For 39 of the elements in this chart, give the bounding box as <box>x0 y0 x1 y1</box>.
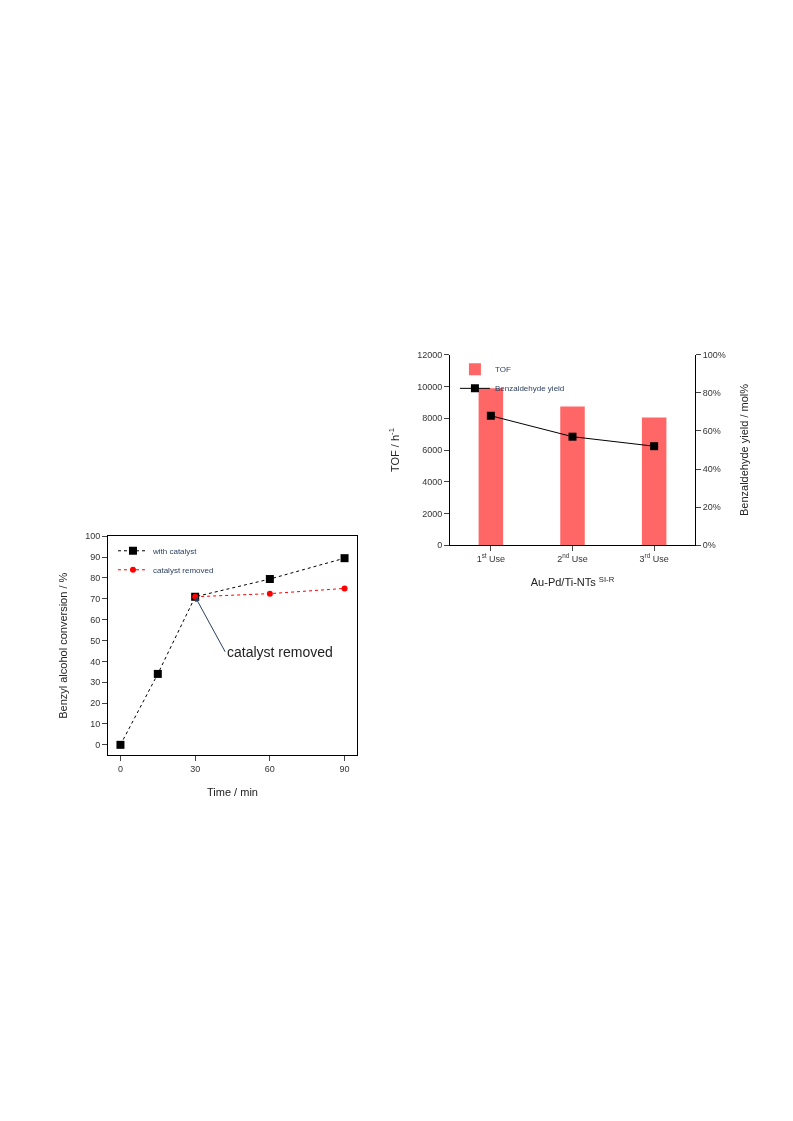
x-tick-label: 1$^{st}$ Use <box>476 552 506 564</box>
y2-tick-label: 20% <box>702 502 721 513</box>
y-tick-label: 20 <box>90 698 101 709</box>
y2-tick-label: 100% <box>702 350 726 360</box>
y2-tick-label: 80% <box>702 388 721 399</box>
x-axis-title: Time / min <box>207 786 258 799</box>
legend-label: Benzaldehyde yield <box>494 384 565 394</box>
x-tick-label: 90 <box>339 764 350 775</box>
y-tick-label: 4000 <box>422 476 443 487</box>
legend-label: TOF <box>494 365 511 375</box>
y-tick-label: 50 <box>90 635 101 646</box>
y-tick-label: 80 <box>90 573 101 584</box>
y-tick-label: 6000 <box>422 445 443 456</box>
y-tick-label: 60 <box>90 614 101 625</box>
y2-tick-label: 0% <box>702 540 716 551</box>
y-tick-label: 100 <box>85 531 101 542</box>
y-tick-label: 12000 <box>417 350 443 360</box>
legend-label: with catalyst <box>151 546 198 556</box>
y-tick-label: 8000 <box>422 413 443 424</box>
x-axis-title: Au-Pd/Ti-NTs $^{SI-R}$ <box>530 574 615 589</box>
y-tick-label: 0 <box>437 540 443 551</box>
x-tick-label: 3$^{rd}$ Use <box>639 552 669 564</box>
x-tick-label: 0 <box>117 764 123 775</box>
annotation: catalyst removed <box>227 644 333 660</box>
y-tick-label: 2000 <box>422 508 443 519</box>
x-tick-label: 2$^{nd}$ Use <box>557 552 588 564</box>
y-tick-label: 30 <box>90 677 101 688</box>
y-tick-label: 40 <box>90 656 101 667</box>
y-tick-label: 10000 <box>417 381 443 392</box>
y2-tick-label: 60% <box>702 426 721 437</box>
y2-tick-label: 40% <box>702 464 721 475</box>
x-tick-label: 30 <box>190 764 201 775</box>
x-tick-label: 60 <box>264 764 275 775</box>
legend-label: catalyst removed <box>152 565 214 575</box>
y-tick-label: 0 <box>95 739 101 750</box>
y-tick-label: 10 <box>90 719 101 730</box>
y2-axis-title: Benzaldehyde yield / mol% <box>738 383 751 517</box>
y-axis-title: Benzyl alcohol conversion / % <box>56 572 69 719</box>
y-tick-label: 70 <box>90 594 101 604</box>
